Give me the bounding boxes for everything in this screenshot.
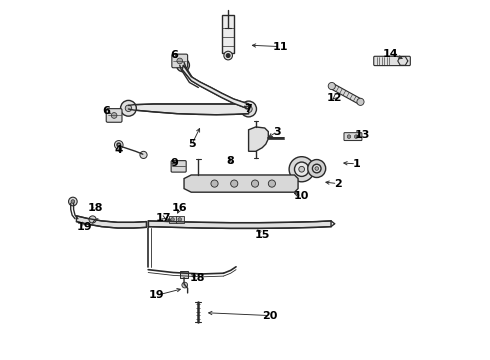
Polygon shape (184, 175, 298, 192)
Circle shape (251, 180, 259, 187)
Circle shape (111, 113, 117, 118)
Text: 11: 11 (272, 42, 288, 51)
Circle shape (226, 54, 230, 57)
Polygon shape (330, 84, 362, 104)
Circle shape (178, 218, 181, 221)
Circle shape (176, 59, 190, 72)
Text: 9: 9 (170, 158, 178, 168)
FancyBboxPatch shape (374, 56, 410, 66)
Circle shape (354, 135, 358, 138)
Text: 5: 5 (188, 139, 196, 149)
Text: 8: 8 (226, 156, 234, 166)
Polygon shape (128, 104, 248, 115)
Circle shape (269, 180, 275, 187)
Circle shape (241, 101, 256, 117)
Circle shape (245, 105, 252, 113)
Text: 10: 10 (294, 191, 309, 201)
Circle shape (171, 218, 174, 221)
Text: 14: 14 (382, 49, 398, 59)
FancyBboxPatch shape (176, 216, 184, 223)
Polygon shape (248, 127, 269, 151)
FancyBboxPatch shape (106, 109, 122, 122)
Circle shape (308, 159, 326, 177)
Text: 18: 18 (87, 203, 103, 213)
Circle shape (115, 140, 123, 149)
Circle shape (347, 135, 351, 138)
Circle shape (182, 282, 188, 288)
Bar (180, 271, 188, 278)
Circle shape (357, 98, 364, 105)
Text: 6: 6 (102, 106, 110, 116)
Circle shape (140, 151, 147, 158)
Circle shape (69, 197, 77, 206)
Text: 20: 20 (262, 311, 277, 320)
Text: 1: 1 (352, 159, 360, 169)
Polygon shape (76, 216, 147, 228)
Circle shape (211, 180, 218, 187)
FancyBboxPatch shape (169, 216, 176, 223)
Text: 3: 3 (273, 127, 281, 136)
Text: 4: 4 (115, 144, 122, 154)
Text: 15: 15 (254, 230, 270, 239)
Text: 2: 2 (334, 179, 342, 189)
Circle shape (125, 105, 132, 112)
Text: 17: 17 (155, 213, 171, 222)
Text: 19: 19 (148, 291, 164, 301)
FancyBboxPatch shape (172, 54, 188, 68)
Circle shape (117, 143, 121, 147)
Bar (222, 15, 234, 53)
Text: 12: 12 (327, 93, 343, 103)
Circle shape (168, 219, 171, 222)
Circle shape (315, 167, 318, 170)
Polygon shape (148, 221, 331, 228)
Circle shape (177, 58, 183, 64)
Circle shape (89, 216, 96, 223)
FancyBboxPatch shape (171, 161, 186, 172)
Circle shape (328, 82, 335, 90)
Text: 18: 18 (190, 273, 205, 283)
Circle shape (121, 100, 136, 116)
Circle shape (180, 63, 186, 68)
Circle shape (294, 162, 309, 176)
FancyBboxPatch shape (344, 133, 362, 140)
Circle shape (71, 200, 74, 203)
Circle shape (313, 164, 321, 173)
Text: 7: 7 (245, 104, 252, 114)
Circle shape (299, 166, 304, 172)
Text: 19: 19 (76, 222, 92, 232)
Polygon shape (182, 65, 248, 109)
Text: 13: 13 (355, 130, 370, 140)
Circle shape (231, 180, 238, 187)
Text: 6: 6 (170, 50, 178, 60)
Circle shape (289, 157, 314, 182)
Text: 16: 16 (172, 203, 188, 213)
Circle shape (224, 51, 232, 60)
